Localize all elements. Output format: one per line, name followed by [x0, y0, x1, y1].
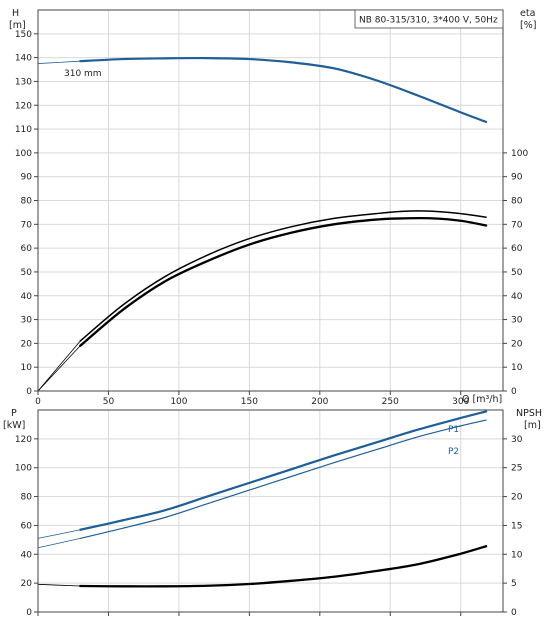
npsh-tick-label: 0: [511, 608, 517, 618]
tick-labels: 0 50 100 150 200 250 3000102030405060708090100…: [15, 30, 529, 618]
series-layer: [37, 56, 488, 588]
h-tick-label: 30: [21, 316, 33, 326]
p2-label: P2: [448, 447, 459, 457]
p1-curve-extrapolated: [37, 529, 81, 539]
h-axis-label: H: [12, 8, 19, 19]
h-tick-label: 20: [21, 339, 33, 349]
eta-tick-label: 10: [511, 363, 523, 373]
h-tick-label: 140: [15, 54, 32, 64]
impeller-label: 310 mm: [64, 69, 102, 79]
eta-tick-label: 0: [511, 387, 517, 397]
p-tick-label: 20: [21, 579, 33, 589]
npsh-tick-label: 5: [511, 579, 517, 589]
eta-tick-label: 30: [511, 316, 523, 326]
eta-tick-label: 70: [511, 220, 523, 230]
h-tick-label: 10: [21, 363, 33, 373]
h-axis-unit: [m]: [9, 20, 26, 31]
legend-text: NB 80-315/310, 3*400 V, 50Hz: [359, 16, 498, 26]
npsh-tick-label: 25: [511, 464, 522, 474]
top-plot-frame: [37, 9, 504, 392]
p1-curve: [79, 410, 488, 531]
npsh-tick-label: 20: [511, 493, 523, 503]
p-tick-label: 0: [26, 608, 32, 618]
npsh-curve: [79, 545, 488, 588]
eta-tick-label: 90: [511, 173, 523, 183]
h-tick-label: 60: [21, 244, 33, 254]
h-tick-label: 110: [15, 125, 32, 135]
q-axis-label: Q [m³/h]: [462, 394, 502, 405]
eta-tick-label: 60: [511, 244, 523, 254]
x-tick-label: 50: [103, 397, 115, 407]
eta-curve-outer-extrapolated: [37, 340, 81, 392]
eta-curve-inner: [79, 216, 488, 347]
eta-tick-label: 50: [511, 268, 523, 278]
p-tick-label: 80: [21, 493, 33, 503]
h-tick-label: 150: [15, 30, 32, 40]
eta-tick-label: 100: [511, 149, 528, 159]
h-tick-label: 50: [21, 268, 33, 278]
top-grid: [37, 10, 503, 392]
x-tick-label: 0: [35, 397, 41, 407]
x-tick-label: 200: [311, 397, 328, 407]
h-tick-label: 130: [15, 77, 32, 87]
x-tick-label: 250: [382, 397, 399, 407]
eta-tick-label: 80: [511, 197, 523, 207]
p1-label: P1: [448, 425, 459, 435]
eta-tick-label: 20: [511, 339, 523, 349]
eta-curve-outer: [79, 210, 487, 342]
h-tick-label: 0: [26, 387, 32, 397]
eta-axis-label: eta: [520, 8, 535, 19]
npsh-axis-label: NPSH: [516, 408, 542, 419]
x-tick-label: 150: [241, 397, 258, 407]
eta-curve-inner-extrapolated: [37, 345, 81, 392]
npsh-axis-unit: [m]: [524, 420, 541, 431]
p-tick-label: 40: [21, 550, 33, 560]
p2-curve-extrapolated: [37, 538, 81, 549]
p-tick-label: 120: [15, 435, 32, 445]
h-curve-extrapolated: [37, 60, 81, 64]
eta-axis-unit: [%]: [520, 20, 536, 31]
x-tick-label: 100: [170, 397, 187, 407]
legend-box: [354, 9, 504, 29]
eta-tick-label: 40: [511, 292, 523, 302]
npsh-tick-label: 15: [511, 521, 522, 531]
p-axis-unit: [kW]: [3, 420, 25, 431]
h-tick-label: 120: [15, 101, 32, 111]
p-axis-label: P: [11, 408, 17, 419]
bottom-plot-frame: [37, 409, 504, 613]
p-tick-label: 60: [21, 521, 33, 531]
npsh-tick-label: 30: [511, 435, 523, 445]
p-tick-label: 100: [15, 464, 32, 474]
npsh-curve-extrapolated: [37, 583, 81, 587]
h-tick-label: 40: [21, 292, 33, 302]
p2-curve: [79, 419, 487, 540]
h-tick-label: 80: [21, 197, 33, 207]
h-tick-label: 70: [21, 220, 33, 230]
h-tick-label: 90: [21, 173, 33, 183]
x-tick-label: 300: [452, 397, 469, 407]
h-curve: [79, 56, 488, 124]
h-tick-label: 100: [15, 149, 32, 159]
npsh-tick-label: 10: [511, 550, 523, 560]
